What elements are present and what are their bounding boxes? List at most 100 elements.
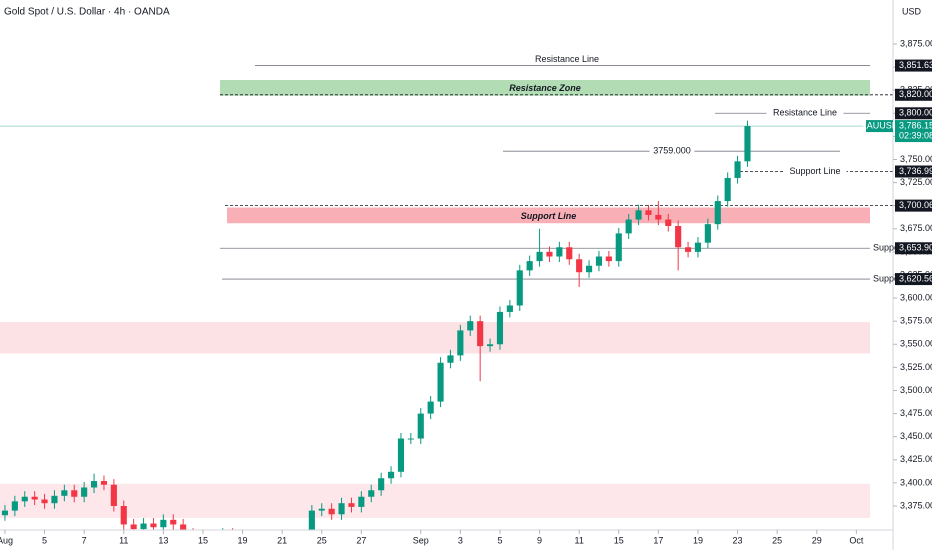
candle-body	[605, 256, 612, 262]
candle-body	[31, 496, 38, 500]
price-tag-label: 3,620.567	[899, 273, 932, 283]
candle-body	[338, 503, 345, 515]
candle-body	[645, 210, 652, 215]
x-tick-label: 11	[574, 535, 583, 545]
candle-body	[100, 481, 108, 485]
x-tick-label: 19	[693, 535, 703, 545]
candle-body	[150, 523, 157, 528]
candle-body	[180, 524, 187, 530]
y-tick-label: 3,425.000	[900, 454, 932, 464]
x-tick-label: Oct	[849, 535, 864, 545]
candle-body	[665, 219, 672, 227]
price-tag	[895, 165, 932, 178]
candle-body	[506, 305, 513, 312]
x-tick-label: 29	[812, 535, 822, 545]
price-tag-label: 3,653.903	[899, 243, 932, 253]
y-tick-label: 3,875.000	[900, 38, 932, 48]
x-tick-label: 5	[42, 535, 47, 545]
y-tick-label: 3,500.000	[900, 385, 932, 395]
level-label-bg	[766, 108, 844, 119]
zone	[0, 322, 870, 354]
level-label-bg	[649, 146, 695, 157]
chart-title: Gold Spot / U.S. Dollar · 4h · OANDA	[4, 7, 170, 18]
candle-body	[308, 510, 315, 530]
x-tick-label: 19	[238, 535, 248, 545]
candle-body	[348, 503, 355, 507]
candle-body	[675, 226, 682, 248]
candle-body	[368, 490, 375, 497]
y-tick-label: 3,525.000	[900, 362, 932, 372]
candle-body	[467, 321, 474, 331]
y-tick-label: 3,600.000	[900, 292, 932, 302]
currency: USD	[902, 6, 922, 16]
candle-body	[635, 210, 642, 220]
level-label: Resistance Line	[773, 108, 837, 118]
zone-label: Support Line	[521, 211, 577, 221]
x-tick-label: 17	[653, 535, 663, 545]
candle-body	[714, 201, 721, 225]
price-tag-label: 3,820.000	[899, 89, 932, 99]
candle-body	[684, 247, 692, 252]
candle-body	[41, 499, 48, 504]
candle-body	[576, 259, 583, 273]
candle-body	[457, 330, 464, 356]
candle-body	[437, 362, 444, 402]
price-tag-label: 3,736.995	[899, 166, 932, 176]
price-tag	[895, 107, 932, 120]
x-tick-label: 5	[497, 535, 502, 545]
candle-body	[21, 496, 28, 502]
candle-body	[61, 490, 68, 496]
candle-body	[358, 496, 365, 507]
candle-body	[51, 495, 58, 504]
candle-body	[477, 321, 484, 347]
y-tick-label: 3,450.000	[900, 431, 932, 441]
price-tag-label: 3,851.631	[899, 60, 932, 70]
candle-body	[526, 261, 533, 271]
candle-body	[704, 224, 711, 243]
candle-body	[516, 270, 523, 306]
x-tick-label: 23	[733, 535, 743, 545]
level-label: 3759.000	[653, 146, 691, 156]
candle-body	[546, 251, 553, 257]
candle-body	[170, 519, 177, 525]
zone	[220, 80, 870, 96]
candle-body	[496, 311, 504, 345]
candle-body	[90, 481, 98, 488]
price-tag	[895, 242, 932, 255]
last-price-tag	[895, 120, 932, 143]
candle-body	[724, 177, 731, 202]
symbol-tag-label: XAUUSD	[861, 120, 899, 130]
price-tag	[895, 273, 932, 286]
candle-body	[595, 256, 603, 266]
candle-body	[486, 344, 494, 347]
candle-body	[11, 501, 18, 511]
candle-body	[130, 524, 137, 530]
candle-body	[318, 508, 325, 511]
candle-body	[387, 471, 395, 479]
candle-body	[536, 251, 543, 262]
x-tick-label: Sep	[413, 535, 429, 545]
y-tick-label: 3,375.000	[900, 500, 932, 510]
candle-body	[615, 233, 622, 262]
price-tag	[895, 88, 932, 101]
zone-label: Resistance Zone	[509, 83, 581, 93]
x-tick-label: 15	[198, 535, 208, 545]
candle-body	[585, 265, 593, 273]
x-tick-label: 3	[458, 535, 463, 545]
level-label-bg	[783, 166, 847, 177]
y-tick-label: 3,575.000	[900, 316, 932, 326]
symbol-tag	[866, 120, 893, 133]
x-tick-label: 21	[277, 535, 287, 545]
y-tick-label: 3,400.000	[900, 477, 932, 487]
candle-body	[110, 484, 117, 506]
countdown: 02:39:08	[899, 130, 932, 140]
y-tick-label: 3,725.000	[900, 177, 932, 187]
candle-body	[328, 508, 335, 515]
y-tick-label: 3,750.000	[900, 154, 932, 164]
y-tick-label: 3,550.000	[900, 339, 932, 349]
price-tag-label: 3,800.000	[899, 108, 932, 118]
candle-body	[120, 505, 127, 525]
candle-body	[447, 355, 454, 363]
zone	[0, 483, 870, 518]
level-label: Support Line	[789, 166, 840, 176]
